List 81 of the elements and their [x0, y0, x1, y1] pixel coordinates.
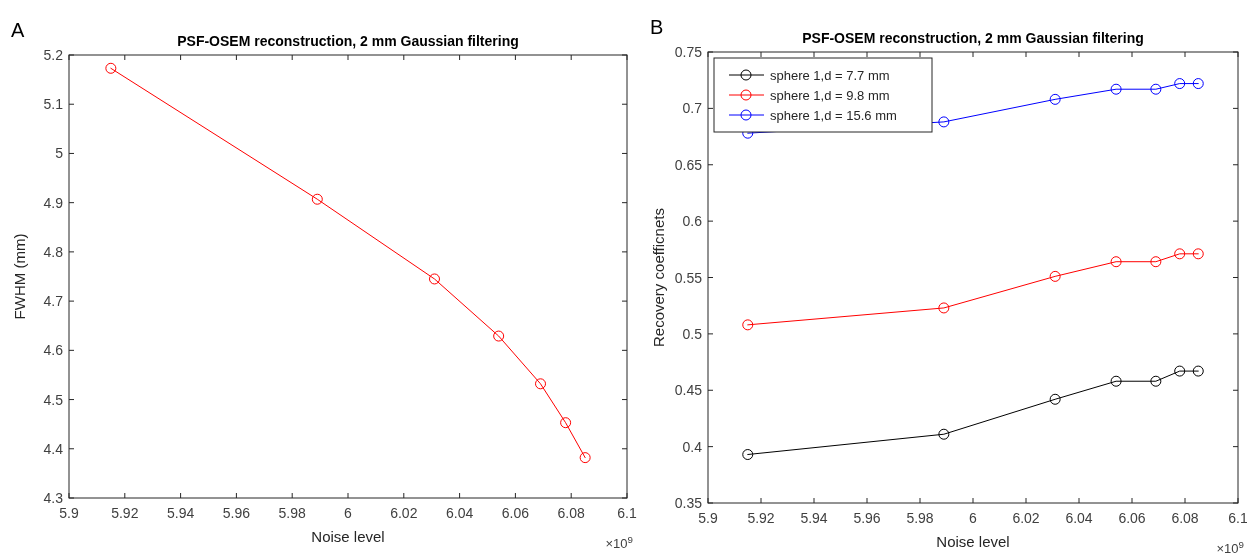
- y-tick-label: 4.4: [43, 440, 64, 457]
- y-tick-label: 4.6: [43, 342, 64, 359]
- y-tick-label: 0.45: [674, 382, 703, 399]
- point: [1174, 365, 1186, 377]
- x-tick-label: 5.98: [278, 505, 307, 521]
- point: [938, 116, 950, 128]
- x-tick-label: 5.98: [906, 510, 934, 526]
- point: [493, 330, 505, 342]
- y-tick-label: 0.4: [682, 438, 703, 455]
- point: [579, 452, 591, 464]
- y-tick-label: 0.55: [674, 269, 703, 286]
- x-tick-label: 5.9: [698, 510, 718, 526]
- chart-title: PSF-OSEM reconstruction, 2 mm Gaussian filtering: [802, 30, 1144, 46]
- x-tick-label: 5.9: [59, 505, 79, 521]
- x-tick-label: 5.92: [747, 510, 775, 526]
- x-tick-label: 6.02: [1012, 510, 1040, 526]
- point: [1192, 365, 1204, 377]
- y-tick-label: 5.2: [43, 47, 64, 63]
- chart-title: PSF-OSEM reconstruction, 2 mm Gaussian filtering: [177, 33, 519, 49]
- y-tick-label: 4.3: [43, 490, 64, 506]
- y-tick-label: 0.35: [674, 495, 703, 511]
- y-tick-label: 5: [55, 145, 64, 162]
- x-tick-label: 6.08: [1171, 510, 1199, 526]
- point: [1192, 78, 1204, 90]
- y-tick-label: 4.8: [43, 243, 64, 260]
- point: [1049, 93, 1061, 105]
- text: B: [650, 16, 664, 38]
- y-tick-label: 4.9: [43, 194, 64, 211]
- x-tick-label: 6.06: [501, 505, 530, 521]
- x-tick-label: 6.1: [617, 505, 637, 521]
- y-tick-label: 0.65: [674, 156, 703, 173]
- point: [742, 319, 754, 331]
- y-tick-label: 5.1: [43, 96, 64, 113]
- x-tick-label: 6.08: [557, 505, 586, 521]
- y-tick-label: 0.5: [682, 325, 703, 342]
- y-tick-label: 4.5: [43, 391, 64, 408]
- x-tick-label: 6: [969, 510, 978, 526]
- legend-label: sphere 1,d = 15.6 mm: [770, 108, 897, 123]
- point: [105, 62, 117, 74]
- x-tick-label: 5.94: [166, 505, 195, 521]
- point: [1150, 256, 1162, 268]
- x-tick-label: 5.96: [853, 510, 881, 526]
- point: [742, 449, 754, 461]
- y-tick-label: 0.75: [674, 44, 703, 60]
- point: [1174, 248, 1186, 260]
- point: [1110, 375, 1122, 387]
- x-tick-label: 6.04: [1065, 510, 1093, 526]
- x-tick-label: 6.04: [445, 505, 474, 521]
- x-axis-title: Noise level: [936, 533, 1010, 550]
- y-axis-title: Recovery coefficnets: [650, 208, 667, 347]
- x-tick-label: 5.94: [800, 510, 828, 526]
- x-tick-label: 6.1: [1228, 510, 1247, 526]
- x-tick-label: 6.06: [1118, 510, 1146, 526]
- text: A: [11, 19, 25, 41]
- point: [1174, 78, 1186, 90]
- x-tick-label: 6: [344, 505, 353, 521]
- text: ×10$^{9}$: [1216, 538, 1244, 554]
- point: [428, 273, 440, 285]
- legend-label: sphere 1,d = 9.8 mm: [770, 88, 890, 103]
- y-tick-label: 0.6: [682, 213, 703, 230]
- x-tick-label: 5.92: [111, 505, 139, 521]
- point: [1150, 375, 1162, 387]
- x-tick-label: 6.02: [390, 505, 418, 521]
- point: [1192, 248, 1204, 260]
- point: [560, 417, 572, 429]
- point: [1150, 83, 1162, 95]
- point: [1110, 83, 1122, 95]
- point: [1110, 256, 1122, 268]
- text: ×10$^{9}$: [605, 533, 633, 551]
- point: [1049, 270, 1061, 282]
- y-axis-title: FWHM (mm): [11, 233, 28, 320]
- x-tick-label: 5.96: [222, 505, 251, 521]
- point: [938, 302, 950, 314]
- point: [1049, 393, 1061, 405]
- y-tick-label: 4.7: [43, 293, 64, 310]
- point: [535, 378, 547, 390]
- point: [938, 428, 950, 440]
- x-axis-title: Noise level: [311, 528, 385, 545]
- legend-label: sphere 1,d = 7.7 mm: [770, 68, 890, 83]
- y-tick-label: 0.7: [682, 100, 703, 117]
- point: [311, 193, 323, 205]
